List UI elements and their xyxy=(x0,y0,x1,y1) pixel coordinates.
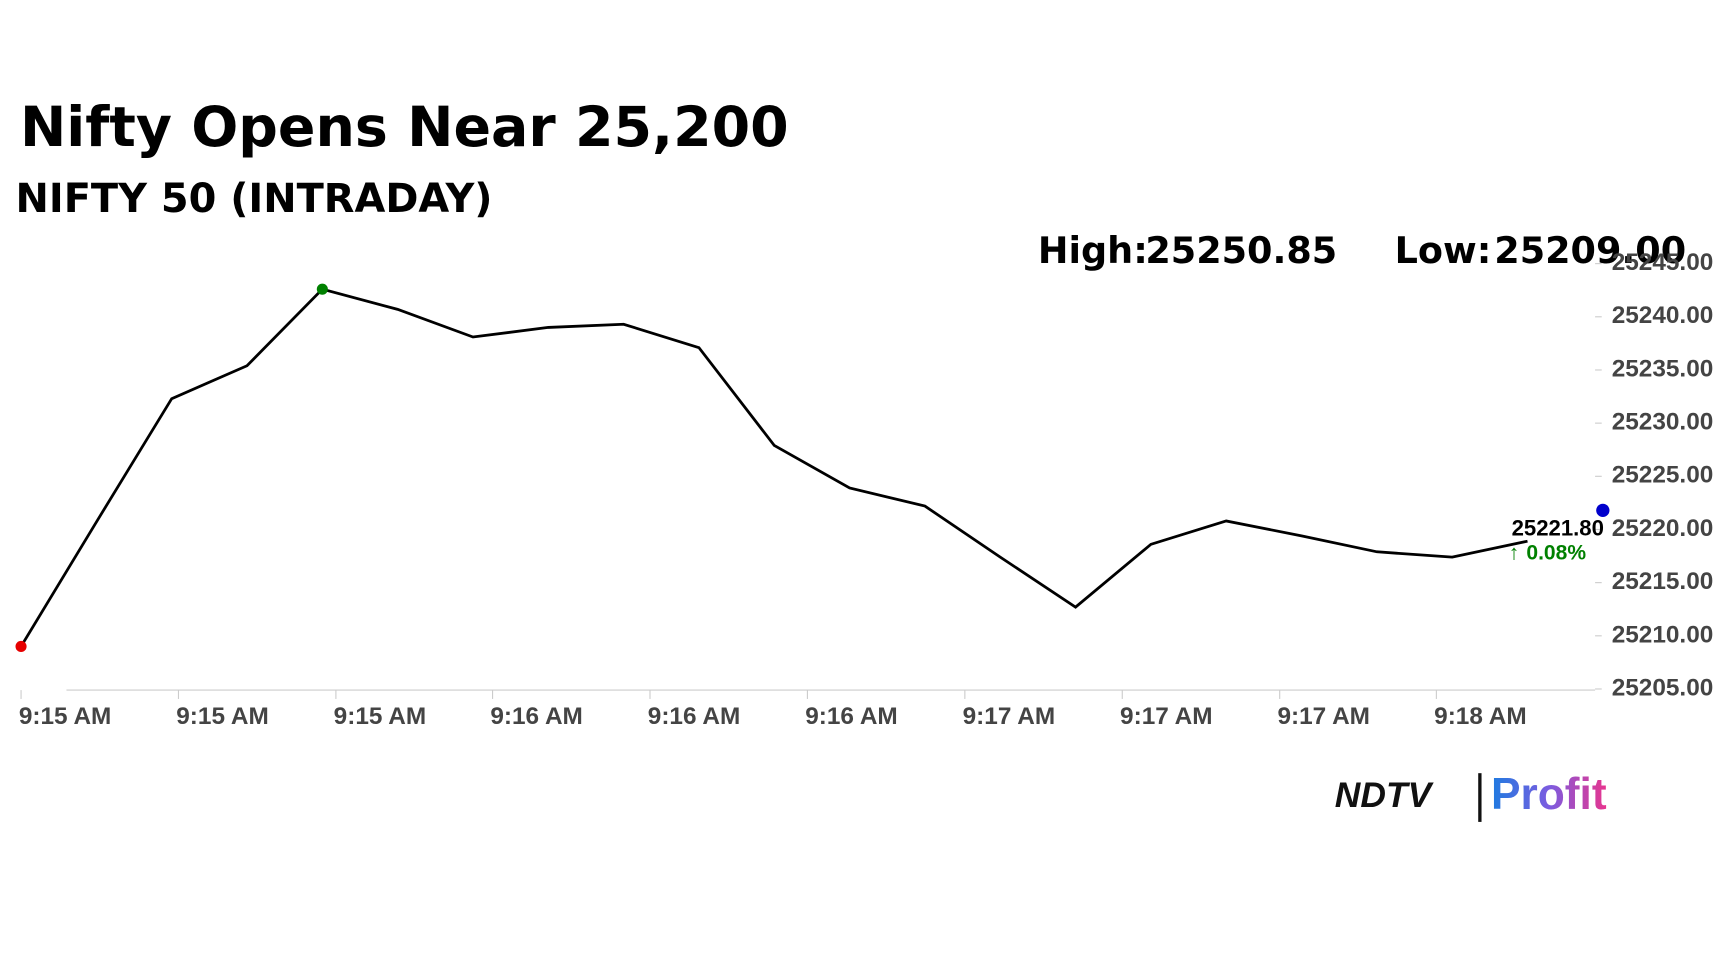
chart-title: Nifty Opens Near 25,200 xyxy=(20,96,789,160)
x-tick-label: 9:16 AM xyxy=(805,703,898,730)
current-point xyxy=(1596,503,1610,517)
high-label: High: xyxy=(1038,229,1148,272)
current-label: 25221.80 xyxy=(1512,515,1604,540)
logo-product: Profit xyxy=(1491,770,1607,819)
logo-brand: NDTV xyxy=(1335,775,1435,815)
y-tick-label: 25230.00 xyxy=(1612,409,1714,436)
y-tick-label: 25210.00 xyxy=(1612,621,1714,648)
x-tick-label: 9:16 AM xyxy=(490,703,583,730)
y-tick-label: 25240.00 xyxy=(1612,302,1714,329)
y-tick-label: 25205.00 xyxy=(1612,674,1714,701)
chart-subtitle: NIFTY 50 (INTRADAY) xyxy=(16,176,493,222)
low-value: 25209.00 xyxy=(1494,229,1686,272)
x-tick-label: 9:17 AM xyxy=(963,703,1056,730)
price-line xyxy=(19,287,1528,648)
y-tick-label: 25215.00 xyxy=(1612,568,1714,595)
high-point xyxy=(316,283,328,295)
low-label: Low: xyxy=(1395,229,1492,272)
x-tick-label: 9:18 AM xyxy=(1434,703,1527,730)
high-value: 25250.85 xyxy=(1145,229,1337,272)
y-tick-label: 25235.00 xyxy=(1612,355,1714,382)
x-tick-label: 9:17 AM xyxy=(1277,703,1370,730)
x-tick-label: 9:15 AM xyxy=(334,703,427,730)
change-label: 0.08% xyxy=(1526,541,1586,564)
start-point xyxy=(15,640,27,652)
y-tick-label: 25220.00 xyxy=(1612,515,1714,542)
x-tick-label: 9:15 AM xyxy=(176,703,269,730)
y-tick-label: 25225.00 xyxy=(1612,462,1714,489)
x-tick-label: 9:15 AM xyxy=(19,703,112,730)
y-tick-label: 25245.00 xyxy=(1612,249,1714,276)
x-tick-label: 9:16 AM xyxy=(648,703,741,730)
x-tick-label: 9:17 AM xyxy=(1120,703,1213,730)
change-arrow: ↑ xyxy=(1509,541,1520,564)
